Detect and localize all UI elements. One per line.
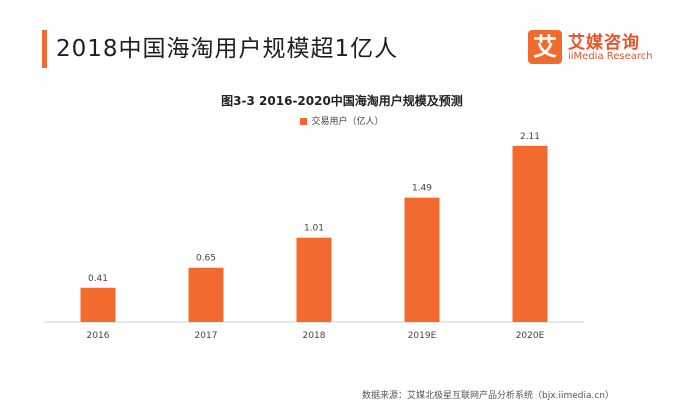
title-accent-bar	[42, 30, 47, 68]
brand-logo: 艾 艾媒咨询 iiMedia Research	[528, 28, 658, 70]
logo-mark-icon: 艾	[528, 30, 562, 64]
data-label-2017: 0.65	[196, 254, 216, 264]
data-label-2016: 0.41	[88, 274, 108, 284]
page-title: 2018中国海淘用户规模超1亿人	[56, 36, 399, 62]
logo-name-en: iiMedia Research	[568, 51, 653, 62]
x-tick-label-2017: 2017	[195, 331, 218, 341]
legend-swatch	[300, 118, 308, 125]
x-tick-label-2020E: 2020E	[516, 331, 545, 341]
data-source-note: 数据来源：艾媒北极星互联网产品分析系统（bjx.iimedia.cn）	[362, 391, 614, 401]
x-tick-label-2018: 2018	[303, 331, 326, 341]
bar-2016	[80, 287, 116, 322]
bar-2020E	[512, 145, 548, 322]
legend-label: 交易用户（亿人）	[311, 117, 384, 127]
x-tick-label-2019E: 2019E	[408, 331, 437, 341]
chart-legend: 交易用户（亿人）	[0, 114, 684, 127]
data-label-2020E: 2.11	[520, 132, 540, 142]
chart-title: 图3-3 2016-2020中国海淘用户规模及预测	[221, 94, 463, 108]
data-label-2019E: 1.49	[412, 184, 432, 194]
logo-name-cn: 艾媒咨询	[568, 33, 640, 53]
bar-2017	[188, 267, 224, 322]
data-label-2018: 1.01	[304, 224, 324, 234]
bar-2018	[296, 237, 332, 322]
bar-2019E	[404, 197, 440, 322]
x-tick-label-2016: 2016	[87, 331, 110, 341]
